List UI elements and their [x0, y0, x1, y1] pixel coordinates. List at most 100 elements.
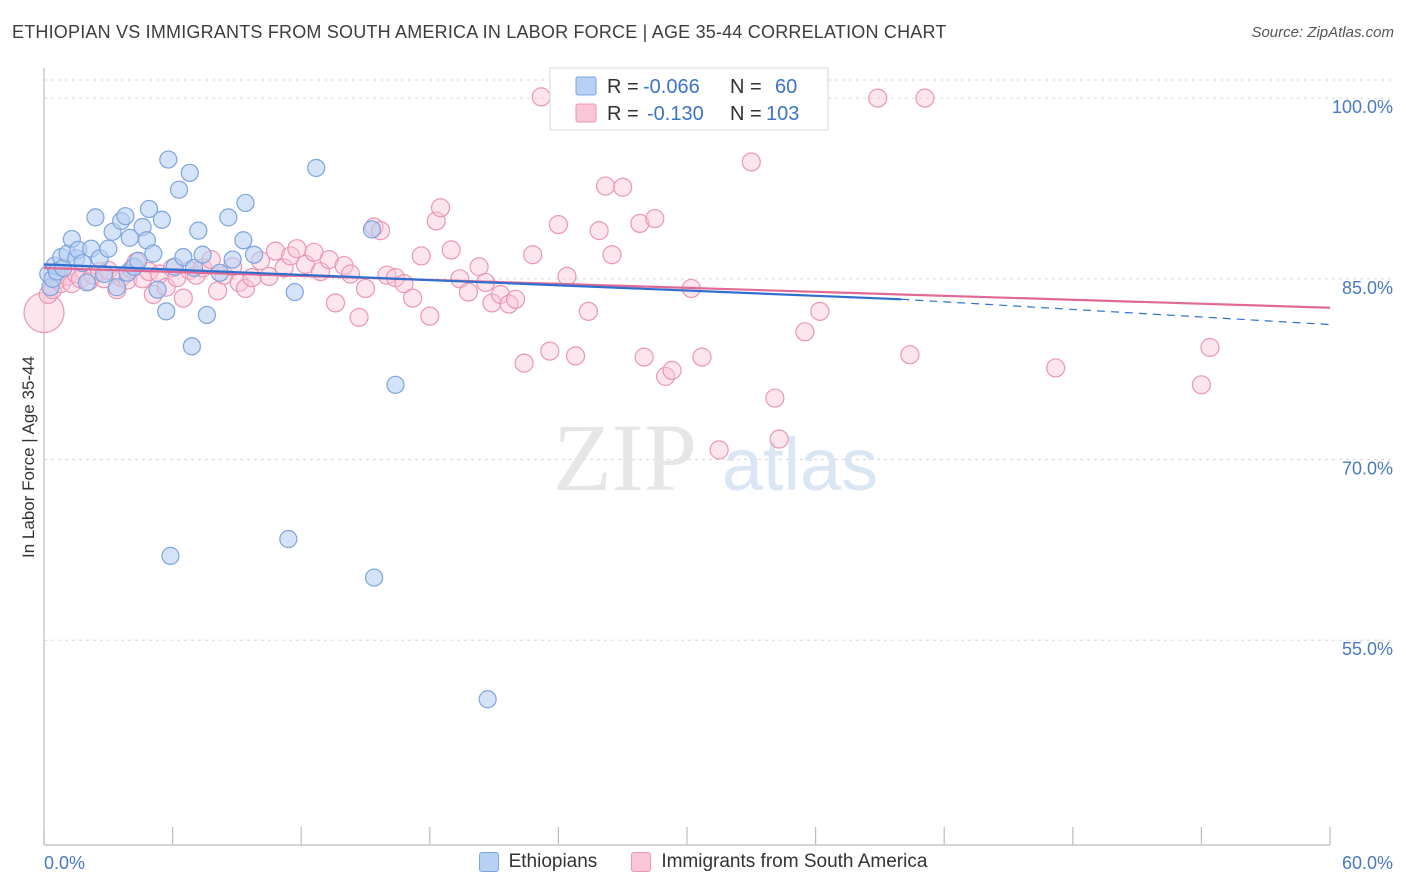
x-tick-labels: 0.0% 60.0% [44, 853, 1393, 873]
point-ethiopians [279, 529, 298, 549]
point-immigrants [915, 88, 935, 108]
point-ethiopians [236, 193, 255, 213]
legend-r-label-2: R = [607, 103, 639, 125]
point-immigrants [441, 240, 461, 260]
trend-lines [43, 263, 1331, 326]
x-tick-label-0: 0.0% [44, 853, 85, 873]
y-tick-label-0: 55.0% [1342, 639, 1393, 659]
point-immigrants [265, 241, 286, 261]
point-immigrants [578, 301, 599, 321]
y-axis-title: In Labor Force | Age 35-44 [19, 356, 38, 558]
legend-r-value-2: -0.130 [647, 103, 704, 125]
point-immigrants [340, 264, 361, 284]
correlation-legend: R = -0.066 N = 60 R = -0.130 N = 103 [549, 67, 829, 131]
point-ethiopians [307, 158, 326, 178]
point-immigrants [514, 353, 534, 373]
point-ethiopians [169, 180, 189, 199]
y-tick-label-1: 70.0% [1342, 459, 1393, 479]
chart-source: Source: ZipAtlas.com [1251, 24, 1394, 41]
point-ethiopians [234, 231, 253, 250]
point-immigrants [287, 239, 307, 259]
point-immigrants [765, 388, 785, 408]
point-immigrants [709, 440, 729, 460]
point-ethiopians [189, 221, 208, 240]
x-tick-label-1: 60.0% [1342, 853, 1393, 873]
watermark: ZIP atlas [553, 404, 878, 511]
point-immigrants [595, 176, 616, 196]
point-immigrants [548, 215, 569, 235]
point-immigrants [505, 289, 526, 309]
point-ethiopians [107, 278, 126, 297]
point-immigrants [259, 266, 279, 287]
point-ethiopians [159, 150, 178, 169]
point-ethiopians [362, 220, 382, 239]
point-ethiopians [244, 245, 264, 264]
legend-n-value-1: 60 [775, 76, 797, 98]
point-immigrants [242, 268, 262, 288]
trend-line-ethiopians-extension [901, 298, 1331, 326]
legend-label-immigrants: Immigrants from South America [661, 851, 928, 872]
point-ethiopians [285, 282, 304, 302]
point-ethiopians [157, 302, 176, 321]
point-immigrants [540, 341, 560, 361]
point-immigrants [411, 246, 431, 266]
point-ethiopians [86, 208, 105, 227]
point-ethiopians [99, 239, 118, 258]
grid-lines [44, 79, 1393, 641]
point-ethiopians [174, 248, 193, 267]
series-legend: Ethiopians Immigrants from South America [0, 851, 1406, 873]
legend-n-value-2: 103 [766, 103, 799, 125]
point-immigrants [662, 360, 682, 380]
point-immigrants [420, 306, 440, 326]
point-ethiopians [73, 254, 92, 273]
legend-n-label-1: N = [730, 76, 762, 98]
point-immigrants [557, 266, 577, 287]
point-ethiopians [129, 251, 148, 270]
legend-swatch-immigrants-bottom [631, 852, 652, 872]
y-tick-labels: 55.0% 70.0% 85.0% 100.0% [1332, 97, 1393, 659]
point-ethiopians [386, 375, 405, 394]
point-immigrants [355, 278, 376, 299]
point-immigrants [565, 346, 586, 366]
point-immigrants [1200, 337, 1220, 358]
y-tick-label-2: 85.0% [1342, 278, 1393, 298]
point-ethiopians [182, 337, 201, 356]
point-immigrants [868, 88, 888, 108]
point-immigrants [634, 347, 654, 367]
point-immigrants [1046, 358, 1066, 378]
point-immigrants [741, 152, 761, 172]
point-immigrants [173, 288, 193, 308]
legend-swatch-ethiopians [575, 76, 597, 96]
point-ethiopians [152, 210, 171, 229]
point-ethiopians [161, 546, 180, 565]
point-ethiopians [77, 273, 96, 292]
point-immigrants [280, 246, 301, 266]
point-ethiopians [364, 568, 384, 587]
point-immigrants [430, 198, 451, 218]
point-immigrants [645, 208, 665, 229]
point-immigrants [349, 307, 369, 327]
legend-label-ethiopians: Ethiopians [508, 851, 598, 872]
legend-n-label-2: N = [730, 103, 762, 125]
point-immigrants [523, 245, 543, 265]
trend-line-ethiopians [43, 263, 902, 301]
point-ethiopians [219, 208, 238, 227]
point-immigrants [795, 322, 815, 342]
y-tick-label-3: 100.0% [1332, 97, 1393, 117]
point-ethiopians [116, 207, 135, 226]
legend-swatch-immigrants [575, 103, 597, 123]
legend-r-value-1: -0.066 [643, 76, 700, 98]
point-ethiopians [144, 244, 163, 263]
series-ethiopians-points [39, 89, 754, 709]
point-immigrants [531, 87, 551, 107]
point-ethiopians [223, 250, 242, 269]
point-immigrants [274, 258, 294, 278]
legend-r-label-1: R = [607, 76, 639, 98]
point-ethiopians [197, 305, 216, 325]
point-immigrants [602, 245, 622, 265]
watermark-atlas: atlas [722, 423, 878, 506]
legend-swatch-ethiopians-bottom [478, 852, 499, 872]
point-immigrants [235, 278, 256, 299]
point-immigrants [692, 347, 712, 367]
